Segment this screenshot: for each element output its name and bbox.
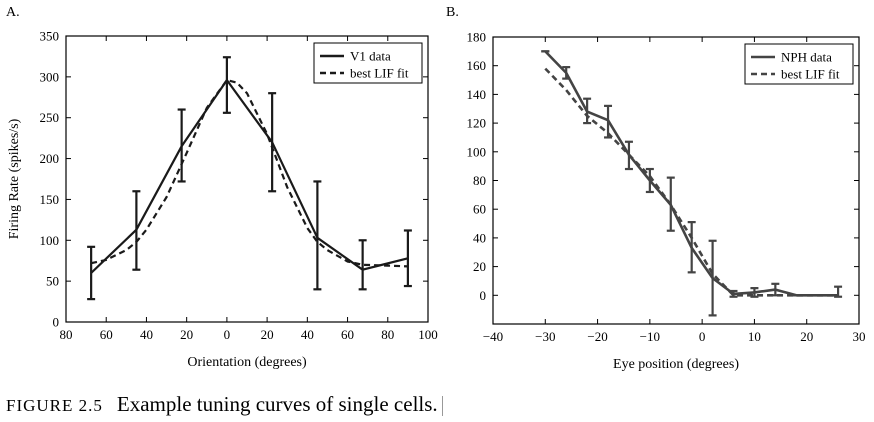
y-tick-label: 100 xyxy=(467,144,487,159)
caption-text: Example tuning curves of single cells. xyxy=(116,392,438,416)
panel-a-chart: A.80 60 40 20 0 20 40 60 80 100050100150200250300… xyxy=(6,5,438,370)
panel-b-chart: B. −40 −30 −20 −10 0 10 20 30 0 20 40 60 80 100 120 140 1… xyxy=(446,5,866,372)
figure-label: FIGURE 2.5 xyxy=(6,396,103,415)
y-tick-label: 140 xyxy=(467,87,487,102)
data-curve-line xyxy=(544,50,839,297)
y-tick-label: 180 xyxy=(467,30,487,45)
legend-entry: NPH data xyxy=(781,50,832,65)
y-tick-label: 160 xyxy=(467,58,487,73)
x-tick-label: 40 xyxy=(140,327,153,342)
y-tick-label: 80 xyxy=(473,173,486,188)
y-tick-label: 0 xyxy=(53,315,60,330)
y-tick-label: 200 xyxy=(40,151,60,166)
x-tick-label: 0 xyxy=(699,329,706,344)
y-tick-label: 100 xyxy=(40,233,60,248)
y-tick-label: 300 xyxy=(40,69,60,84)
panel-letter: A. xyxy=(6,5,20,20)
y-tick-label: 40 xyxy=(473,230,486,245)
plot-frame xyxy=(65,35,429,323)
x-axis-title: Eye position (degrees) xyxy=(613,357,739,372)
x-tick-label: −40 xyxy=(483,329,503,344)
y-tick-label: 120 xyxy=(467,116,487,131)
x-tick-label: −10 xyxy=(640,329,660,344)
x-tick-label: 10 xyxy=(748,329,761,344)
x-tick-label: −30 xyxy=(535,329,555,344)
x-tick-label: 20 xyxy=(800,329,813,344)
x-tick-label: 20 xyxy=(180,327,193,342)
fit-curve-line xyxy=(90,78,408,268)
y-tick-label: 60 xyxy=(473,202,486,217)
legend-box xyxy=(313,42,423,84)
y-tick-label: 250 xyxy=(40,110,60,125)
fit-curve-line xyxy=(544,67,839,297)
legend-entry: V1 data xyxy=(350,49,391,64)
panel-letter: B. xyxy=(446,5,459,20)
y-tick-label: 50 xyxy=(46,274,59,289)
y-axis-title: Firing Rate (spikes/s) xyxy=(7,118,22,239)
figure-caption: FIGURE 2.5 Example tuning curves of singl… xyxy=(6,392,443,417)
x-tick-label: 100 xyxy=(418,327,438,342)
x-tick-label: 40 xyxy=(301,327,314,342)
y-tick-label: 350 xyxy=(40,29,60,44)
x-tick-label: 30 xyxy=(853,329,866,344)
legend-entry: best LIF fit xyxy=(350,66,409,81)
x-tick-label: 60 xyxy=(100,327,113,342)
x-axis-title: Orientation (degrees) xyxy=(187,355,307,370)
y-tick-label: 20 xyxy=(473,259,486,274)
x-tick-label: −20 xyxy=(587,329,607,344)
x-tick-label: 60 xyxy=(341,327,354,342)
x-tick-label: 80 xyxy=(60,327,73,342)
y-tick-label: 150 xyxy=(40,192,60,207)
legend-box xyxy=(744,43,854,85)
text-cursor xyxy=(441,396,443,417)
x-tick-label: 80 xyxy=(381,327,394,342)
data-curve-line xyxy=(90,78,409,274)
figure-canvas: A.80 60 40 20 0 20 40 60 80 100050100150200250300… xyxy=(6,5,866,372)
y-tick-label: 0 xyxy=(480,288,487,303)
x-tick-label: 20 xyxy=(261,327,274,342)
legend-entry: best LIF fit xyxy=(781,67,840,82)
x-tick-label: 0 xyxy=(224,327,231,342)
